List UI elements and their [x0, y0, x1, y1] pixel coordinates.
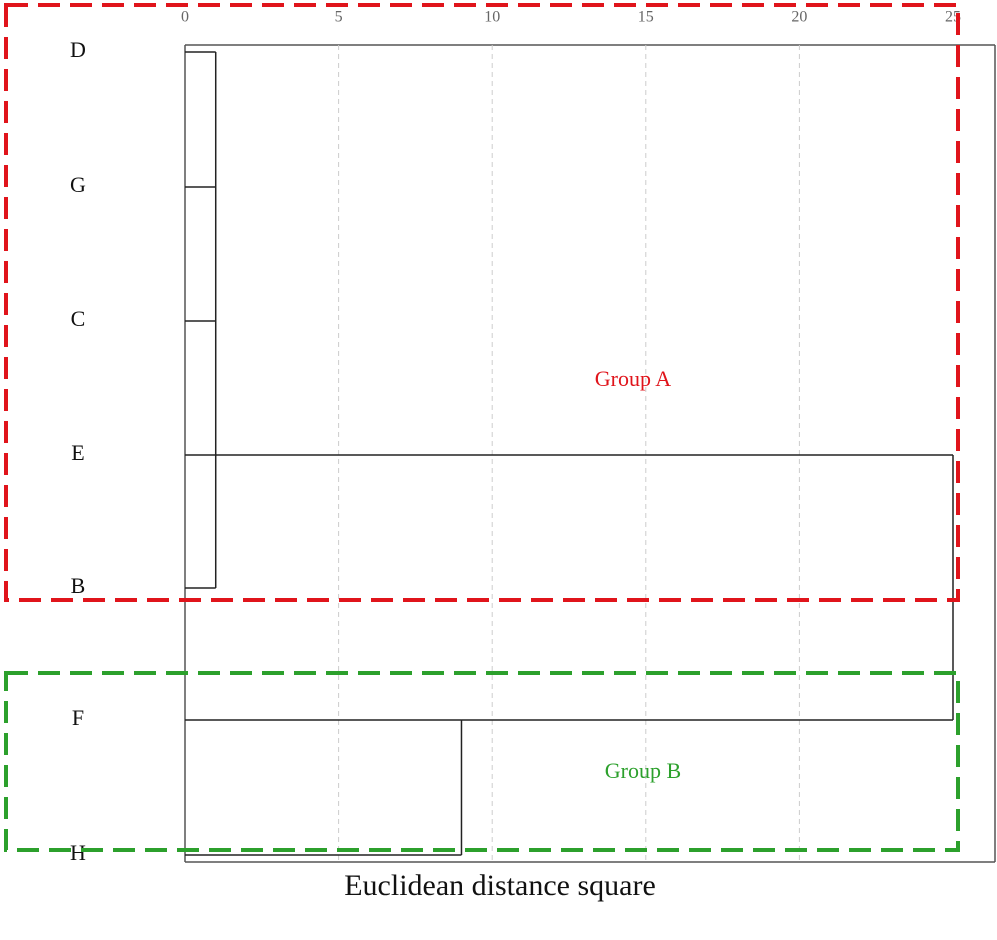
- leaf-label: B: [71, 573, 86, 598]
- x-tick-label: 15: [638, 9, 654, 26]
- x-tick-label: 20: [791, 9, 807, 26]
- group-label: Group A: [595, 366, 672, 391]
- frame: [184, 44, 996, 863]
- leaf-label: E: [71, 440, 84, 465]
- leaf-label: C: [71, 306, 86, 331]
- group-label: Group B: [605, 758, 681, 783]
- x-tick-label: 10: [484, 9, 500, 26]
- group-box: [4, 3, 960, 602]
- group-box: [4, 671, 960, 852]
- leaf-label: G: [70, 172, 86, 197]
- x-tick-label: 5: [335, 9, 343, 26]
- leaf-label: D: [70, 37, 86, 62]
- x-axis-title: Euclidean distance square: [344, 869, 656, 902]
- leaf-label: H: [70, 840, 86, 865]
- leaf-label: F: [72, 705, 84, 730]
- x-tick-label: 0: [181, 9, 189, 26]
